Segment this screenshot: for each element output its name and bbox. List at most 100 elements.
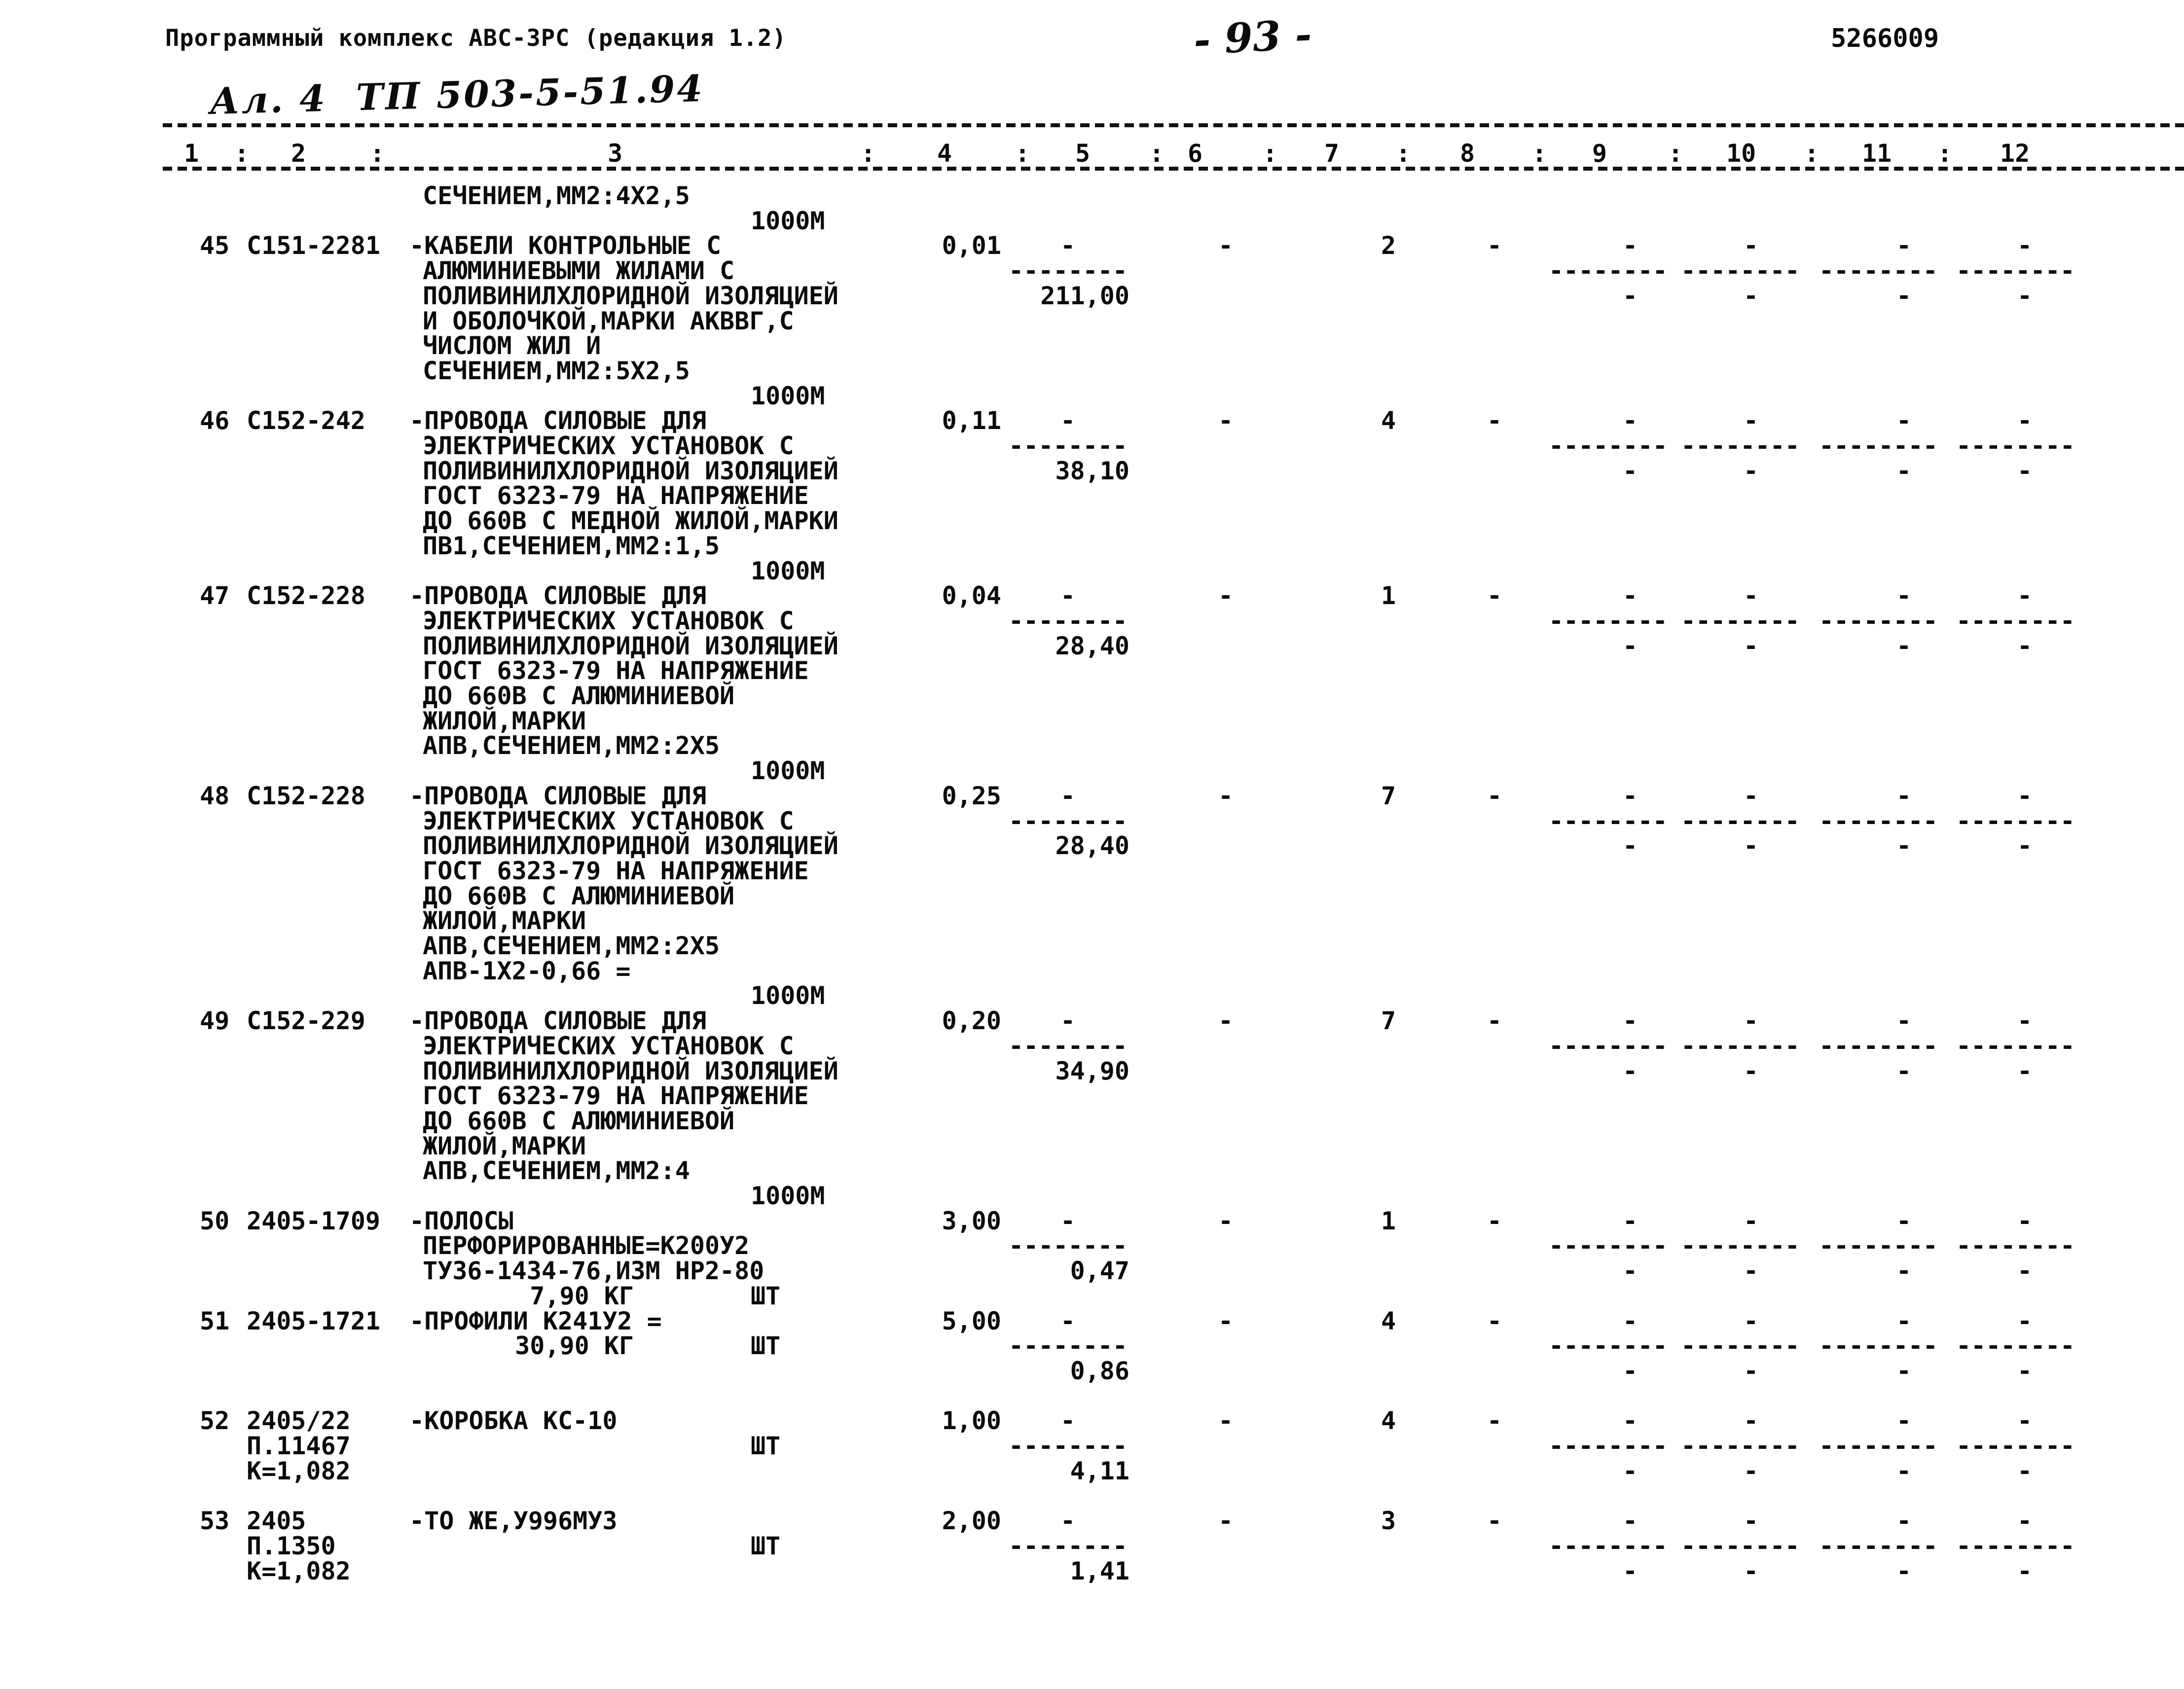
col11-separator: -------- [1819,607,1938,635]
item-description: ДО 660В С АЛЮМИНИЕВОЙ [423,682,735,710]
item-description: ГОСТ 6323-79 НА НАПРЯЖЕНИЕ [423,1081,809,1110]
column-header-12: 12 [2000,139,2030,168]
column-header-row: 1 2 3 4 5 6 7 8 9 10 11 12::::::::::: [0,139,2184,169]
col10-dash: - [1744,632,1759,660]
col6-dash: - [1218,1406,1234,1435]
col9-dash: - [1623,1507,1638,1535]
col5-separator: -------- [1009,1532,1128,1560]
item-description: ПВ1,СЕЧЕНИЕМ,ММ2:1,5 [423,532,720,560]
quantity-col4: 0,20 [942,1006,1001,1035]
column-header-colon: : [370,139,385,168]
unit-of-measure: 1000М [751,207,825,235]
col9-dash: - [1623,1357,1638,1385]
item-description: ПОЛИВИНИЛХЛОРИДНОЙ ИЗОЛЯЦИЕЙ [423,632,838,660]
table-row-line: ЧИСЛОМ ЖИЛ И [0,331,2184,360]
column-header-7: 7 [1324,139,1340,168]
col10-separator: -------- [1681,807,1800,835]
count-col7: 3 [1381,1507,1396,1535]
col11-dash: - [1896,831,1912,860]
col11-separator: -------- [1819,1032,1938,1060]
table-row-line: 1000М [0,557,2184,585]
col12-separator: -------- [1956,607,2075,635]
col12-dash: - [2017,1557,2033,1585]
table-row-line: 7,90 КГ ШТ [0,1282,2184,1310]
unit-price-col5: 4,11 [1070,1457,1129,1485]
page-number: - 93 - [1192,10,1313,65]
col11-dash: - [1896,1057,1912,1085]
col9-separator: -------- [1549,807,1668,835]
col5-dash: - [1060,782,1076,810]
table-row-line: 1000М [0,1182,2184,1210]
table-row-line: К=1,082 4,11 - - - - [0,1457,2184,1485]
col9-dash: - [1623,282,1638,310]
col11-dash: - [1896,231,1912,260]
item-code-note: П.1350 [247,1532,336,1560]
count-col7: 7 [1381,1006,1396,1035]
separator-line-top [163,123,2184,127]
col12-dash: - [2017,406,2033,435]
item-description: -ПРОВОДА СИЛОВЫЕ ДЛЯ [409,406,707,435]
item-description: ЭЛЕКТРИЧЕСКИХ УСТАНОВОК С [423,607,794,635]
col6-dash: - [1218,1307,1234,1335]
col8-dash: - [1487,1006,1502,1035]
col10-separator: -------- [1681,1032,1800,1060]
col12-separator: -------- [1956,431,2075,460]
col9-dash: - [1623,782,1638,810]
item-code: С152-228 [247,581,365,610]
col12-dash: - [2017,1406,2033,1435]
table-row-line: 50 2405-1709 -ПОЛОСЫ 3,00 - - 1 - - - - - [0,1207,2184,1235]
col5-dash: - [1060,581,1076,610]
unit-price-col5: 1,41 [1070,1557,1129,1585]
unit-of-measure: ШТ [751,1432,781,1460]
col11-dash: - [1896,406,1912,435]
item-code: 2405 [247,1507,306,1535]
item-description: ЖИЛОЙ,МАРКИ [423,707,586,735]
count-col7: 4 [1381,406,1396,435]
col9-separator: -------- [1549,1432,1668,1460]
row-number: 48 [200,782,230,810]
col10-dash: - [1744,1307,1759,1335]
col9-dash: - [1623,632,1638,660]
col11-dash: - [1896,1357,1912,1385]
table-row-line: СЕЧЕНИЕМ,ММ2:4Х2,5 [0,181,2184,210]
unit-of-measure: 1000М [751,1182,825,1210]
unit-of-measure: 1000М [751,382,825,410]
col12-dash: - [2017,1257,2033,1285]
item-description: ЭЛЕКТРИЧЕСКИХ УСТАНОВОК С [423,431,794,460]
item-description: -ПРОВОДА СИЛОВЫЕ ДЛЯ [409,1006,707,1035]
col5-separator: -------- [1009,256,1128,285]
table-row-line: П.1350 ШТ -------- -------- -------- --------… [0,1532,2184,1560]
table-row-line: 0,86 - - - - [0,1357,2184,1385]
col6-dash: - [1218,406,1234,435]
table-row-line: 1000М [0,981,2184,1010]
quantity-col4: 0,25 [942,782,1001,810]
col10-dash: - [1744,1207,1759,1235]
table-row-line: ЖИЛОЙ,МАРКИ [0,1132,2184,1160]
col5-dash: - [1060,231,1076,260]
unit-price-col5: 0,86 [1070,1357,1129,1385]
item-description: ГОСТ 6323-79 НА НАПРЯЖЕНИЕ [423,481,809,510]
table-row-line: К=1,082 1,41 - - - - [0,1557,2184,1585]
col10-dash: - [1744,231,1759,260]
table-row-line: ЖИЛОЙ,МАРКИ [0,707,2184,735]
col9-separator: -------- [1549,431,1668,460]
unit-price-col5: 211,00 [1040,282,1129,310]
unit-of-measure: 1000М [751,981,825,1010]
column-header-2: 2 [291,139,306,168]
table-row-line: ДО 660В С МЕДНОЙ ЖИЛОЙ,МАРКИ [0,506,2184,535]
item-description: СЕЧЕНИЕМ,ММ2:5Х2,5 [423,357,690,385]
item-description: АПВ,СЕЧЕНИЕМ,ММ2:2Х5 [423,731,720,760]
quantity-col4: 3,00 [942,1207,1001,1235]
item-description: АПВ,СЕЧЕНИЕМ,ММ2:4 [423,1156,690,1185]
unit-of-measure: ШТ [751,1532,781,1560]
row-number: 49 [200,1006,230,1035]
handwritten-note: Ал. 4 ТП 503-5-51.94 [209,67,705,123]
col8-dash: - [1487,1207,1502,1235]
table-row-line: ДО 660В С АЛЮМИНИЕВОЙ [0,1107,2184,1135]
col12-separator: -------- [1956,1032,2075,1060]
column-header-8: 8 [1460,139,1475,168]
unit-price-col5: 34,90 [1055,1057,1129,1085]
col8-dash: - [1487,1507,1502,1535]
col5-dash: - [1060,1307,1076,1335]
